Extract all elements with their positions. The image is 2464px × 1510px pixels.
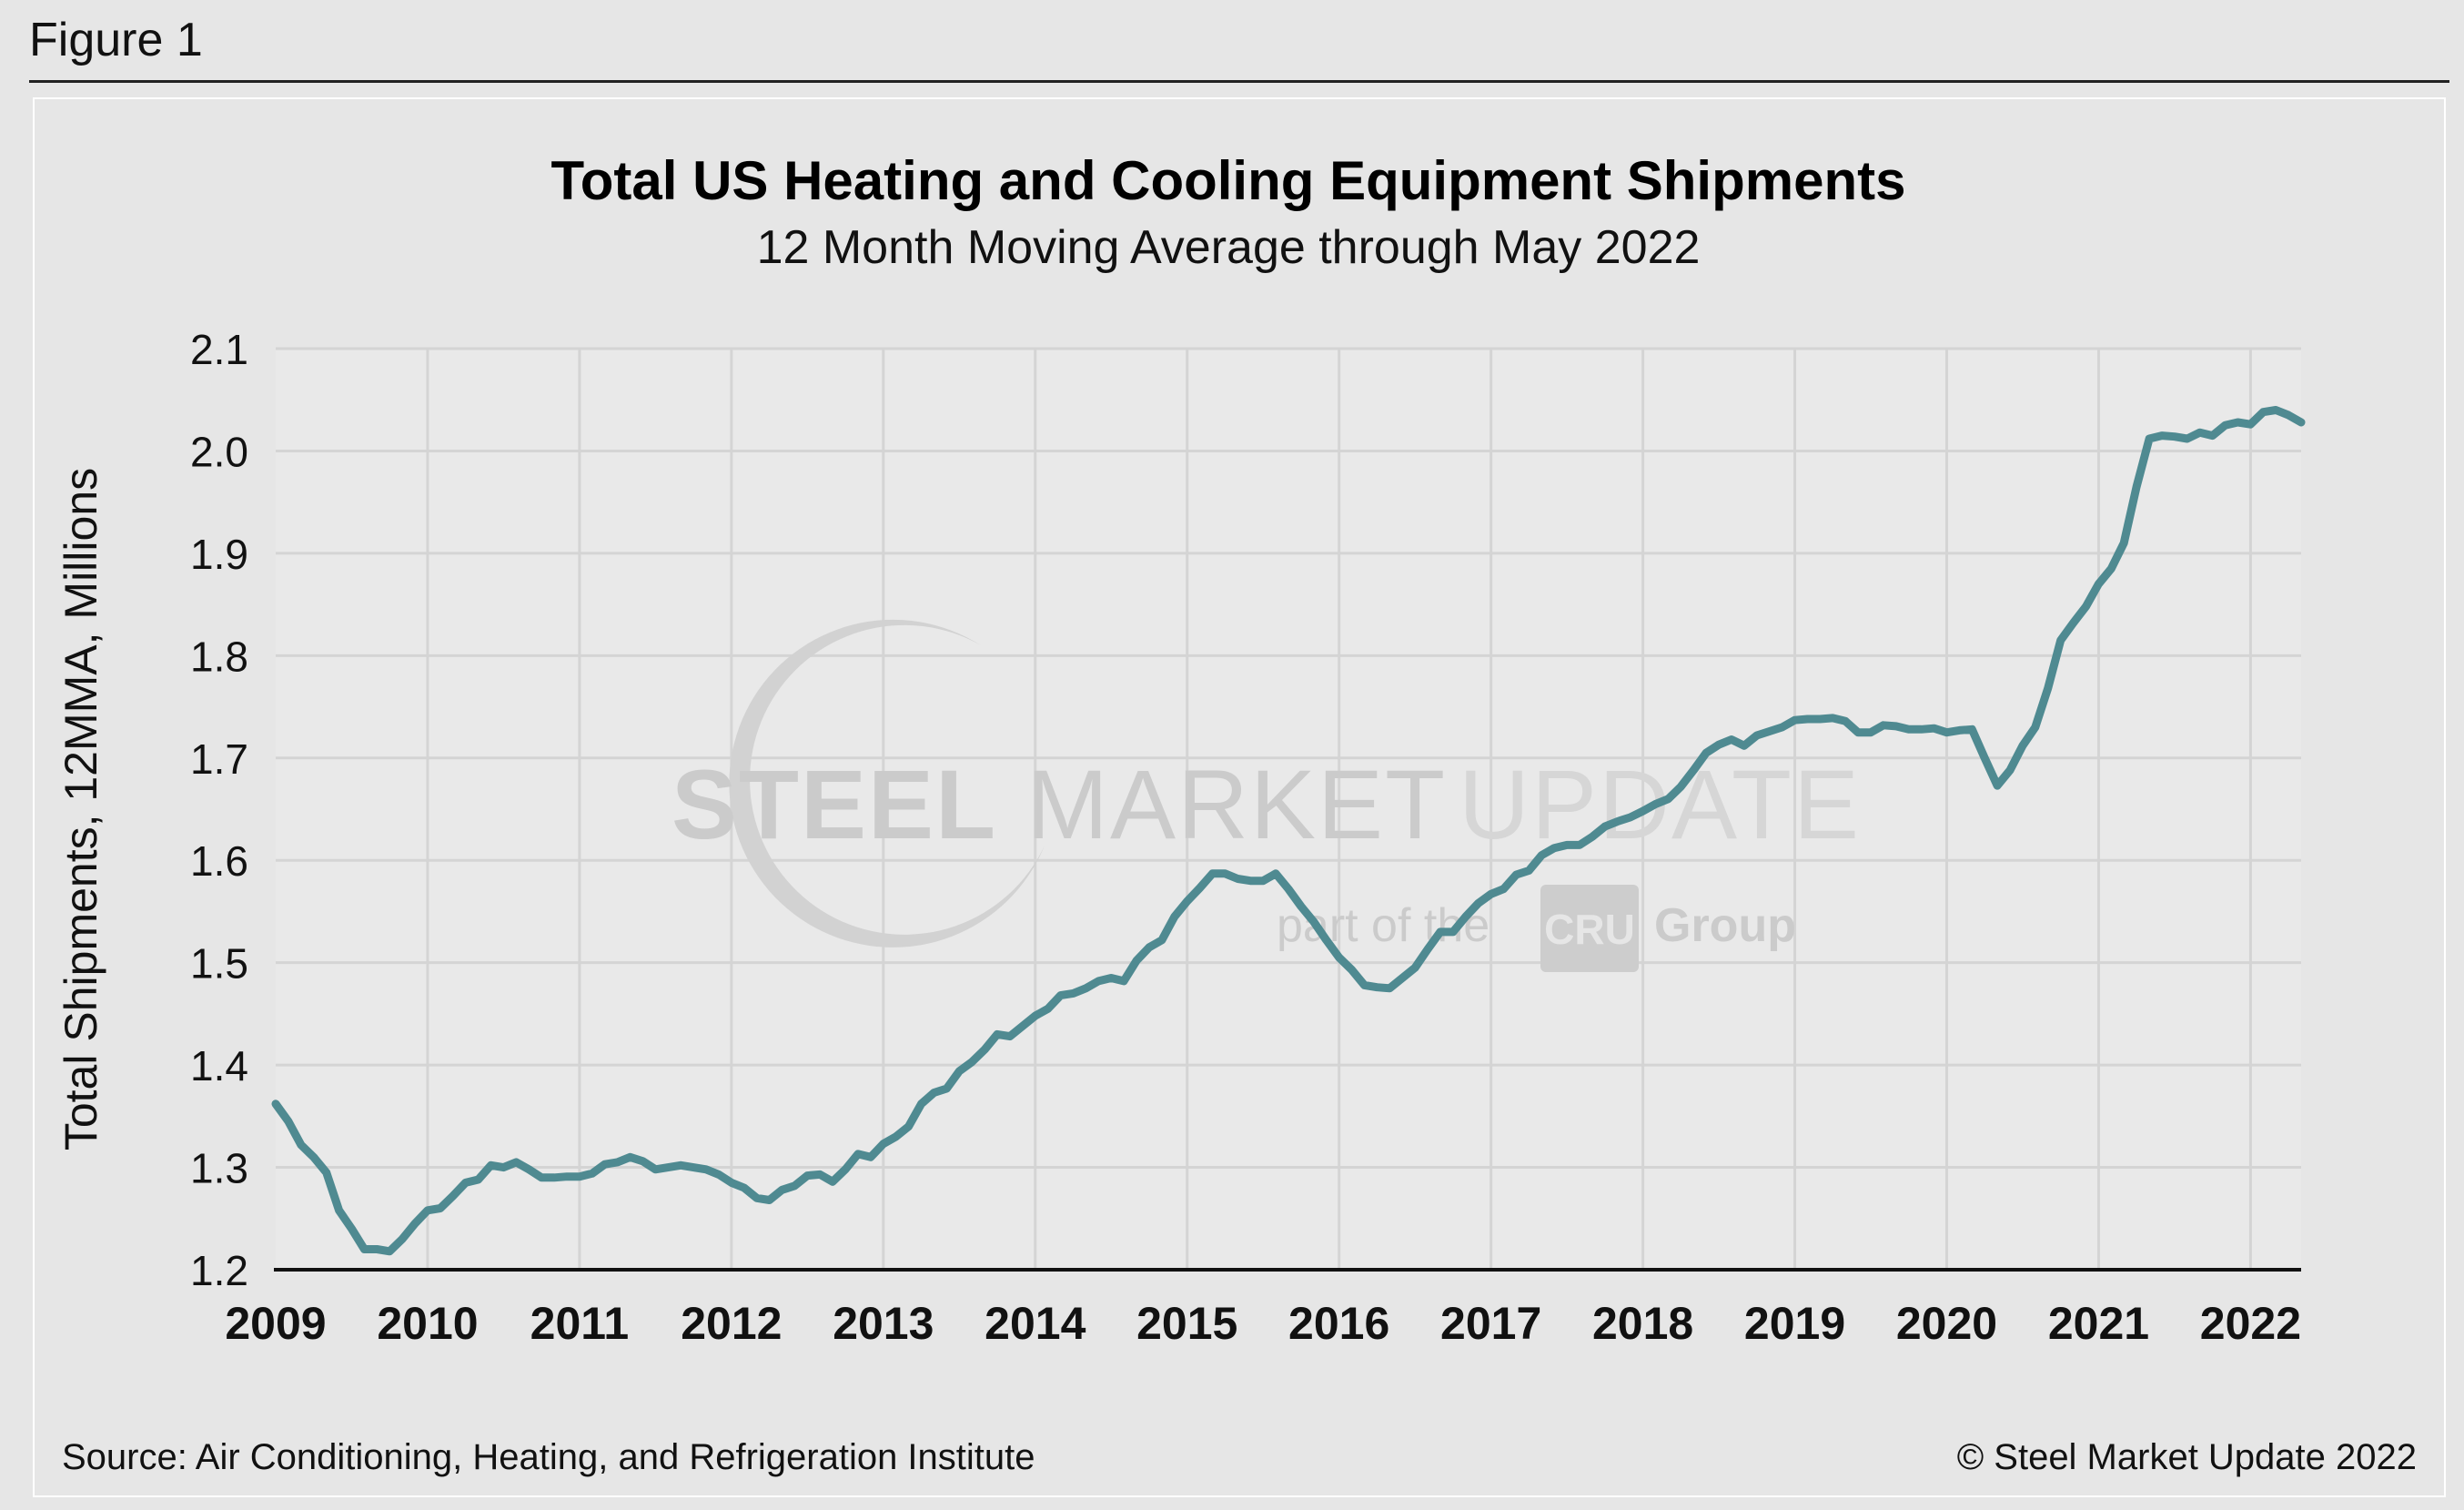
x-tick-label: 2011 xyxy=(530,1298,629,1349)
copyright-note: © Steel Market Update 2022 xyxy=(1957,1437,2417,1477)
source-note: Source: Air Conditioning, Heating, and R… xyxy=(62,1437,1035,1477)
line-chart: Total US Heating and Cooling Equipment S… xyxy=(56,150,2417,1477)
watermark-group: Group xyxy=(1654,899,1796,952)
chart-title: Total US Heating and Cooling Equipment S… xyxy=(551,150,1906,211)
figure-label: Figure 1 xyxy=(29,14,203,66)
x-tick-label: 2020 xyxy=(1896,1298,1997,1349)
x-tick-label: 2018 xyxy=(1592,1298,1693,1349)
watermark-word-market: MARKET xyxy=(1026,749,1447,859)
y-tick-label: 1.8 xyxy=(190,633,248,680)
x-tick-label: 2017 xyxy=(1440,1298,1541,1349)
watermark-cru: CRU xyxy=(1544,906,1635,953)
y-tick-label: 1.3 xyxy=(190,1145,248,1192)
watermark-word-steel: STEEL xyxy=(672,749,997,859)
chart-panel: Total US Heating and Cooling Equipment S… xyxy=(33,97,2446,1497)
y-tick-label: 1.4 xyxy=(190,1042,248,1089)
y-tick-label: 1.6 xyxy=(190,837,248,885)
chart-subtitle: 12 Month Moving Average through May 2022 xyxy=(757,221,1701,274)
x-tick-label: 2022 xyxy=(2200,1298,2301,1349)
x-tick-label: 2013 xyxy=(833,1298,934,1349)
figure-divider xyxy=(29,80,2449,83)
gridlines xyxy=(276,347,2301,1272)
axes: 1.2 1.3 1.4 1.5 1.6 1.7 1.8 1.9 2.0 2.1 2009 2010 20… xyxy=(190,326,2301,1349)
x-tick-label: 2012 xyxy=(681,1298,782,1349)
watermark-cru-badge xyxy=(1540,885,1639,972)
x-tick-label: 2016 xyxy=(1288,1298,1389,1349)
x-tick-label: 2019 xyxy=(1744,1298,1845,1349)
x-tick-label: 2015 xyxy=(1136,1298,1237,1349)
y-tick-label: 1.5 xyxy=(190,940,248,988)
y-tick-label: 1.2 xyxy=(190,1247,248,1294)
y-tick-label: 2.1 xyxy=(190,326,248,373)
series-line-total-shipments xyxy=(271,406,2306,1256)
x-tick-label: 2021 xyxy=(2048,1298,2149,1349)
plot-area xyxy=(276,349,2301,1270)
y-tick-label: 2.0 xyxy=(190,428,248,475)
y-tick-label: 1.9 xyxy=(190,531,248,578)
x-tick-label: 2010 xyxy=(377,1298,478,1349)
x-tick-label: 2009 xyxy=(225,1298,326,1349)
y-tick-label: 1.7 xyxy=(190,735,248,783)
x-tick-label: 2014 xyxy=(985,1298,1086,1349)
y-axis-label: Total Shipments, 12MMA, Millions xyxy=(56,468,106,1150)
